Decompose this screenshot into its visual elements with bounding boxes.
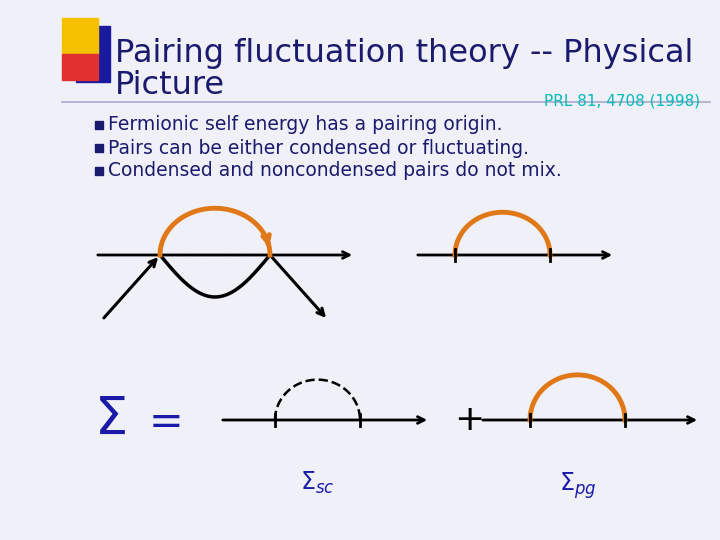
Bar [95,144,103,152]
Text: PRL 81, 4708 (1998): PRL 81, 4708 (1998) [544,93,700,108]
Text: $\Sigma_{sc}$: $\Sigma_{sc}$ [300,470,335,496]
Text: Pairs can be either condensed or fluctuating.: Pairs can be either condensed or fluctua… [108,138,529,158]
Bar [76,26,110,82]
Bar [62,18,98,54]
Text: $\Sigma_{pg}$: $\Sigma_{pg}$ [559,470,596,501]
Bar [95,167,103,175]
Text: $+$: $+$ [454,403,482,437]
Text: Picture: Picture [115,70,225,101]
Text: Fermionic self energy has a pairing origin.: Fermionic self energy has a pairing orig… [108,116,503,134]
Text: Condensed and noncondensed pairs do not mix.: Condensed and noncondensed pairs do not … [108,161,562,180]
Bar [95,121,103,129]
Text: Pairing fluctuation theory -- Physical: Pairing fluctuation theory -- Physical [115,38,693,69]
Text: $=$: $=$ [140,399,180,441]
Text: $\Sigma$: $\Sigma$ [94,394,126,446]
Bar [62,54,98,80]
